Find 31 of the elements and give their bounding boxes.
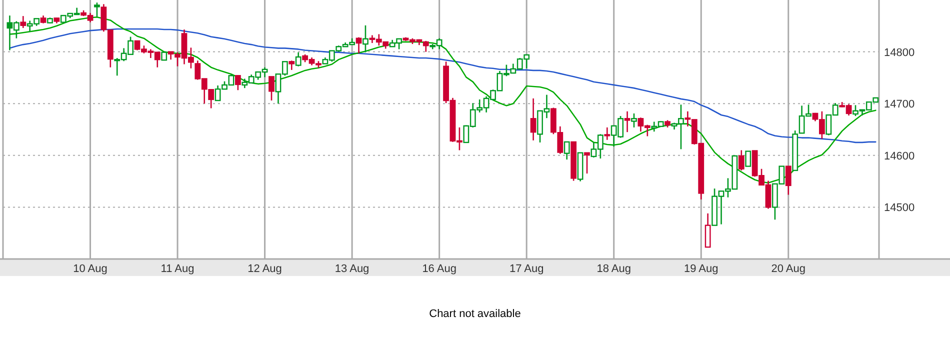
y-tick-label: 14700 — [884, 98, 915, 111]
x-tick-label: 20 Aug — [771, 263, 806, 275]
candlestick — [288, 60, 295, 71]
candlestick — [564, 141, 570, 160]
candlestick — [785, 166, 792, 196]
candlestick — [356, 36, 362, 54]
y-tick-label: 14600 — [884, 150, 915, 162]
candlestick — [362, 24, 368, 53]
x-tick-label: 12 Aug — [248, 263, 282, 275]
candlestick — [268, 76, 274, 102]
candlestick — [20, 15, 26, 29]
x-tick-label: 18 Aug — [596, 263, 631, 275]
x-tick-label: 16 Aug — [422, 263, 456, 275]
y-tick-label: 14500 — [884, 202, 915, 214]
x-tick-label: 17 Aug — [509, 263, 544, 275]
text: Chart not available — [429, 308, 521, 320]
candlestick — [745, 150, 752, 167]
x-tick-label: 13 Aug — [334, 263, 370, 275]
y-tick-label: 14800 — [884, 46, 915, 59]
candlestick — [738, 150, 744, 172]
candlestick — [234, 74, 241, 91]
candlestick — [624, 110, 630, 133]
x-tick-label: 10 Aug — [73, 263, 108, 275]
candlestick — [604, 126, 610, 141]
candlestick — [631, 112, 637, 128]
x-tick-label: 19 Aug — [684, 263, 718, 275]
x-tick-label: 11 Aug — [160, 263, 194, 275]
candlestick — [530, 98, 536, 142]
candlestick — [295, 52, 302, 67]
candlestick — [94, 2, 100, 18]
candlestick — [584, 152, 590, 174]
